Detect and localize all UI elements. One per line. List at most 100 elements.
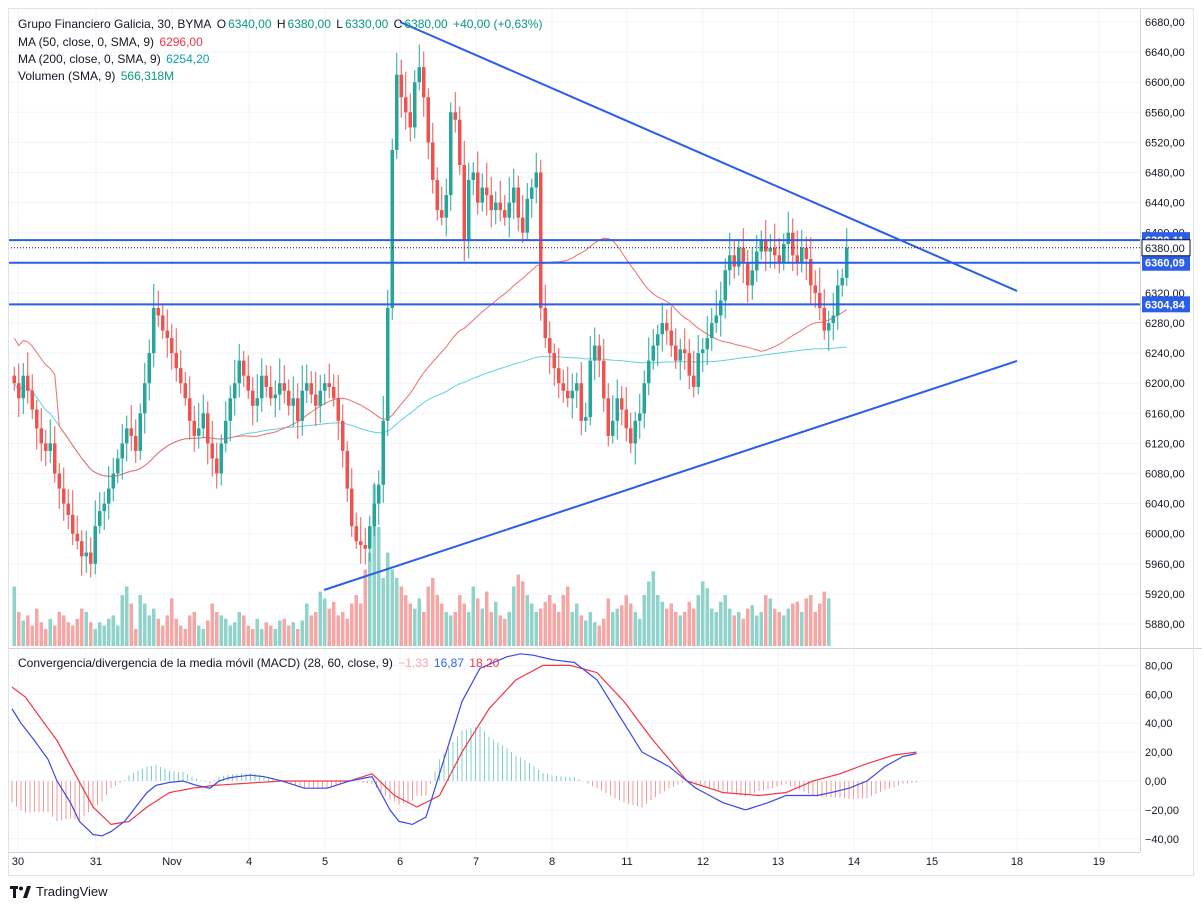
horizontal-levels[interactable] <box>8 239 1140 306</box>
low-label: L <box>336 17 343 31</box>
volume-bar <box>192 612 196 646</box>
price-tick-label: 6200,00 <box>1145 378 1185 390</box>
volume-bar <box>21 620 25 646</box>
candle-body <box>575 383 579 391</box>
candle-body <box>98 511 102 527</box>
volume-bar <box>597 625 601 646</box>
candle-body <box>588 360 592 418</box>
price-tick-label: 6120,00 <box>1145 438 1185 450</box>
volume-bar <box>642 595 646 646</box>
candle-body <box>552 353 556 369</box>
candle-body <box>192 420 196 436</box>
volume-bar <box>804 598 808 646</box>
volume-bar <box>386 552 390 646</box>
volume-bar <box>444 612 448 646</box>
last-price-tag <box>1141 239 1191 257</box>
volume-bar <box>125 586 129 646</box>
candle-body <box>557 368 561 384</box>
volume-bar <box>782 615 786 646</box>
candle-body <box>489 195 493 211</box>
candle-body <box>48 443 52 451</box>
volume-bar <box>764 595 768 646</box>
volume-bar <box>575 603 579 646</box>
ma50-value: 6296,00 <box>159 35 203 49</box>
ma200-line <box>13 346 847 477</box>
volume-bar <box>282 618 286 646</box>
vertical-grid <box>17 8 1100 852</box>
tradingview-logo-icon <box>10 885 31 898</box>
volume-bar <box>489 612 493 646</box>
macd-tick-label: −20,00 <box>1145 805 1179 817</box>
candle-body <box>395 74 399 150</box>
upper-trendline[interactable] <box>399 21 1018 292</box>
ma200-label: MA (200, close, 0, SMA, 9) <box>18 52 161 66</box>
candle-body <box>705 338 709 350</box>
candle-body <box>21 375 25 399</box>
change-value: +40,00 (+0,63%) <box>453 17 543 31</box>
candle-body <box>624 409 628 429</box>
candle-body <box>44 443 48 451</box>
volume-bar <box>669 603 673 646</box>
candle-body <box>152 307 156 354</box>
macd-axis[interactable]: −40,00 −20,00 0,00 20,00 40,00 60,00 80,00 <box>1145 660 1179 845</box>
volume-bar <box>278 620 282 646</box>
tradingview-logo[interactable]: TradingView <box>10 884 108 899</box>
macd-tick-label: 40,00 <box>1145 718 1173 730</box>
candle-body <box>219 443 223 474</box>
volume-bar <box>791 603 795 646</box>
symbol-label: Grupo Financiero Galicia, 30, BYMA <box>18 17 212 31</box>
candle-body <box>386 307 390 421</box>
candle-body <box>746 262 750 286</box>
ma200-legend: MA (200, close, 0, SMA, 9) 6254,20 <box>18 52 211 66</box>
candle-body <box>476 172 480 203</box>
candle-body <box>354 526 358 542</box>
lower-trendline[interactable] <box>323 360 1018 591</box>
candle-body <box>795 255 799 263</box>
candle-body <box>516 187 520 218</box>
volume-bar <box>138 595 142 646</box>
volume-bar <box>224 618 228 646</box>
time-axis[interactable]: 30 31 Nov 4 5 6 7 8 11 12 13 14 15 18 19 <box>12 856 1105 868</box>
price-axis[interactable]: 5880,00 5920,00 5960,00 6000,00 6040,00 6080,… <box>1145 17 1185 631</box>
volume-bars <box>12 484 831 646</box>
candle-body <box>764 240 768 252</box>
volume-bar <box>35 608 39 646</box>
volume-bar <box>660 601 664 646</box>
trendlines[interactable] <box>323 21 1018 591</box>
candle-body <box>687 353 691 376</box>
volume-bar <box>174 618 178 646</box>
price-tick-label: 6160,00 <box>1145 408 1185 420</box>
volume-bar <box>242 615 246 646</box>
price-tick-label: 6280,00 <box>1145 318 1185 330</box>
volume-bar <box>494 601 498 646</box>
volume-bar <box>620 605 624 646</box>
candle-body <box>255 398 259 406</box>
volume-bar <box>665 608 669 646</box>
high-label: H <box>276 17 286 31</box>
candle-body <box>692 375 696 387</box>
volume-bar <box>435 595 439 646</box>
volume-bar <box>759 612 763 646</box>
candle-body <box>66 503 70 515</box>
volume-bar <box>314 612 318 646</box>
volume-bar <box>210 603 214 646</box>
price-legend: Grupo Financiero Galicia, 30, BYMA O 6340… <box>18 17 544 31</box>
volume-bar <box>647 581 651 646</box>
candle-body <box>737 247 741 267</box>
candle-body <box>606 398 610 436</box>
candle-body <box>660 323 664 335</box>
time-tick-label: 12 <box>697 856 709 868</box>
volume-bar <box>755 615 759 646</box>
candle-body <box>800 247 804 263</box>
ma50-legend: MA (50, close, 0, SMA, 9) 6296,00 <box>18 35 205 49</box>
candle-body <box>156 307 160 316</box>
low-value: 6330,00 <box>344 17 389 31</box>
candle-body <box>440 210 444 218</box>
volume-label: Volumen (SMA, 9) <box>18 69 116 83</box>
volume-bar <box>507 612 511 646</box>
volume-bar <box>768 598 772 646</box>
candle-body <box>161 315 165 331</box>
candle-body <box>264 375 268 387</box>
brand-label: TradingView <box>36 884 108 899</box>
